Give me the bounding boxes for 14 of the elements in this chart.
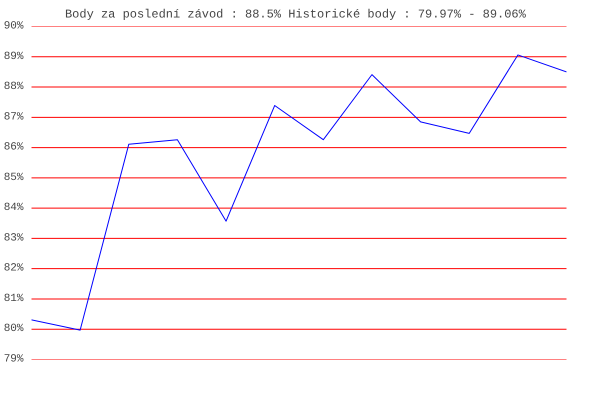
y-tick-label: 88% <box>4 81 24 94</box>
y-tick-label: 79% <box>4 354 24 366</box>
y-tick-label: 89% <box>4 50 24 63</box>
y-tick-label: 83% <box>4 232 24 244</box>
y-tick-label: 86% <box>4 142 24 154</box>
chart-title: Body za poslední závod : 88.5% Historické body : 79.97% - 89.06% <box>64 8 527 22</box>
line-series <box>32 54 566 331</box>
y-tick-label: 87% <box>4 111 24 124</box>
y-tick-label: 80% <box>4 323 24 336</box>
y-tick-label: 84% <box>4 202 24 214</box>
y-tick-label: 90% <box>4 20 24 32</box>
y-tick-label: 85% <box>4 172 24 184</box>
y-tick-label: 82% <box>4 262 24 275</box>
y-tick-label: 81% <box>4 292 24 305</box>
